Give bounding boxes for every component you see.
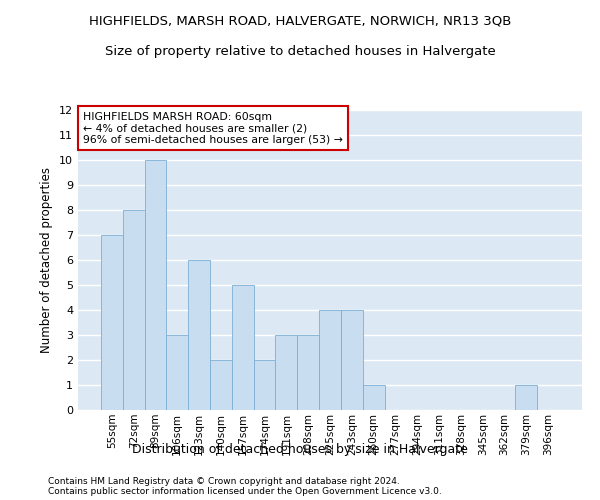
Bar <box>297 335 319 410</box>
Text: HIGHFIELDS MARSH ROAD: 60sqm
← 4% of detached houses are smaller (2)
96% of semi: HIGHFIELDS MARSH ROAD: 60sqm ← 4% of det… <box>83 112 343 144</box>
Bar <box>515 385 537 410</box>
Bar <box>101 235 123 410</box>
Y-axis label: Number of detached properties: Number of detached properties <box>40 167 53 353</box>
Text: Distribution of detached houses by size in Halvergate: Distribution of detached houses by size … <box>132 442 468 456</box>
Bar <box>254 360 275 410</box>
Bar <box>123 210 145 410</box>
Bar <box>210 360 232 410</box>
Bar <box>188 260 210 410</box>
Bar <box>319 310 341 410</box>
Text: Contains public sector information licensed under the Open Government Licence v3: Contains public sector information licen… <box>48 488 442 496</box>
Bar <box>275 335 297 410</box>
Text: HIGHFIELDS, MARSH ROAD, HALVERGATE, NORWICH, NR13 3QB: HIGHFIELDS, MARSH ROAD, HALVERGATE, NORW… <box>89 15 511 28</box>
Bar <box>363 385 385 410</box>
Bar <box>145 160 166 410</box>
Bar <box>341 310 363 410</box>
Text: Contains HM Land Registry data © Crown copyright and database right 2024.: Contains HM Land Registry data © Crown c… <box>48 478 400 486</box>
Text: Size of property relative to detached houses in Halvergate: Size of property relative to detached ho… <box>104 45 496 58</box>
Bar <box>166 335 188 410</box>
Bar <box>232 285 254 410</box>
